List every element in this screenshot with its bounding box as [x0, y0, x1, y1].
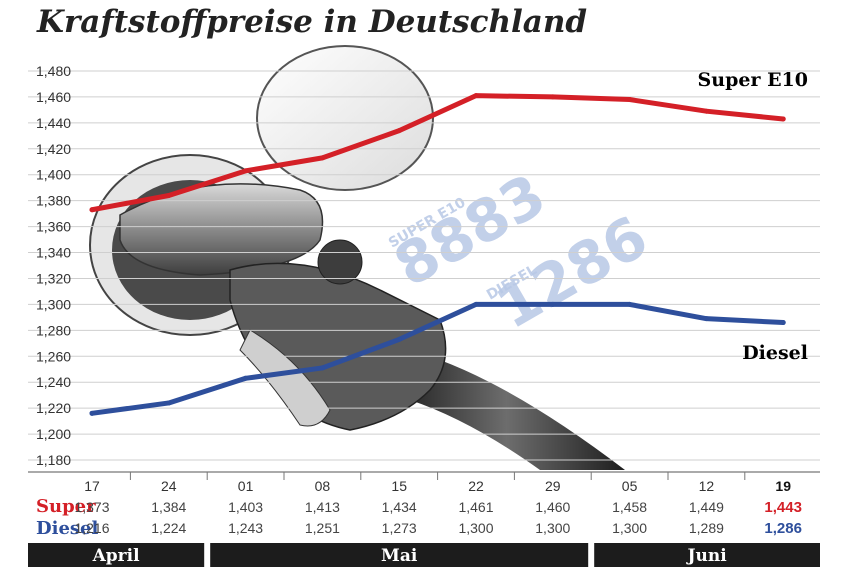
x-tick-label: 24 [161, 478, 177, 494]
month-label: Juni [685, 546, 727, 566]
y-tick-label: 1,220 [36, 400, 71, 416]
diesel-data-point [319, 365, 325, 371]
x-tick-label: 29 [545, 478, 561, 494]
super-data-point [396, 128, 402, 134]
super-data-point [473, 93, 479, 99]
super-value-label: 1,458 [612, 499, 647, 515]
super-value-label: 1,384 [151, 499, 186, 515]
y-axis-ticks: 1,480 1,460 1,440 1,420 1,400 1,380 1,360 1,340… [36, 63, 71, 468]
super-value-label: 1,403 [228, 499, 263, 515]
y-tick-label: 1,320 [36, 270, 71, 286]
x-tick-label: 01 [238, 478, 254, 494]
super-value-label: 1,434 [382, 499, 417, 515]
y-tick-label: 1,400 [36, 167, 71, 183]
y-tick-label: 1,420 [36, 141, 71, 157]
series-line-diesel [89, 301, 786, 416]
super-value-label: 1,443 [764, 499, 802, 516]
y-tick-label: 1,340 [36, 245, 71, 261]
row-label-diesel: Diesel [36, 518, 98, 539]
diesel-value-label: 1,216 [74, 520, 109, 536]
diesel-data-point [473, 301, 479, 307]
diesel-value-label: 1,289 [689, 520, 724, 536]
month-bar-april [28, 543, 205, 567]
diesel-data-point [780, 320, 786, 326]
fuel-cap-flap-icon [256, 45, 434, 191]
diesel-value-label: 1,286 [764, 520, 802, 537]
x-tick-label: 08 [315, 478, 331, 494]
month-bar-mai [210, 543, 589, 567]
y-tick-label: 1,240 [36, 374, 71, 390]
x-tick-label: 12 [699, 478, 715, 494]
diesel-data-point [243, 375, 249, 381]
y-tick-label: 1,440 [36, 115, 71, 131]
diesel-data-point [703, 316, 709, 322]
y-tick-label: 1,480 [36, 63, 71, 79]
super-data-point [780, 116, 786, 122]
series-lines [89, 93, 786, 416]
x-tick-label: 19 [775, 478, 791, 494]
diesel-data-point [89, 410, 95, 416]
diesel-value-label: 1,251 [305, 520, 340, 536]
month-bars: April Mai Juni [28, 543, 820, 567]
value-table: 1,373 1,384 1,403 1,413 1,434 1,461 1,460 1,458… [74, 499, 801, 537]
x-axis-ticks: 17 24 01 08 15 22 29 05 12 19 [84, 472, 791, 494]
y-tick-label: 1,460 [36, 89, 71, 105]
fuel-hose-icon [410, 360, 625, 470]
y-tick-label: 1,280 [36, 322, 71, 338]
super-data-point [89, 207, 95, 213]
super-value-label: 1,449 [689, 499, 724, 515]
diesel-data-point [627, 301, 633, 307]
super-value-label: 1,461 [458, 499, 493, 515]
row-label-super: Super [36, 496, 96, 517]
y-tick-label: 1,360 [36, 219, 71, 235]
super-data-point [627, 97, 633, 103]
super-data-point [243, 168, 249, 174]
diesel-data-point [166, 400, 172, 406]
super-value-label: 1,413 [305, 499, 340, 515]
super-data-point [166, 192, 172, 198]
month-label: April [92, 546, 140, 566]
y-tick-label: 1,300 [36, 296, 71, 312]
diesel-value-label: 1,224 [151, 520, 186, 536]
y-tick-label: 1,180 [36, 452, 71, 468]
diesel-value-label: 1,300 [458, 520, 493, 536]
chart-title: Kraftstoffpreise in Deutschland [36, 4, 587, 40]
y-tick-label: 1,260 [36, 348, 71, 364]
diesel-value-label: 1,273 [382, 520, 417, 536]
x-tick-label: 17 [84, 478, 100, 494]
diesel-value-label: 1,300 [535, 520, 570, 536]
x-tick-label: 15 [391, 478, 407, 494]
grid-lines [28, 70, 820, 461]
super-data-point [703, 108, 709, 114]
x-tick-label: 22 [468, 478, 484, 494]
diesel-value-label: 1,300 [612, 520, 647, 536]
nozzle-knob-icon [317, 239, 363, 285]
series-line-super-e10 [89, 93, 786, 213]
y-tick-label: 1,380 [36, 193, 71, 209]
super-data-point [550, 94, 556, 100]
series-label-super-e10: Super E10 [698, 69, 808, 91]
month-label: Mai [381, 546, 418, 566]
month-bar-juni [594, 543, 820, 567]
x-tick-label: 05 [622, 478, 638, 494]
diesel-value-label: 1,243 [228, 520, 263, 536]
super-value-label: 1,373 [74, 499, 109, 515]
super-data-point [319, 155, 325, 161]
diesel-data-point [396, 336, 402, 342]
diesel-data-point [550, 301, 556, 307]
series-label-diesel: Diesel [742, 342, 808, 364]
y-tick-label: 1,200 [36, 426, 71, 442]
super-value-label: 1,460 [535, 499, 570, 515]
